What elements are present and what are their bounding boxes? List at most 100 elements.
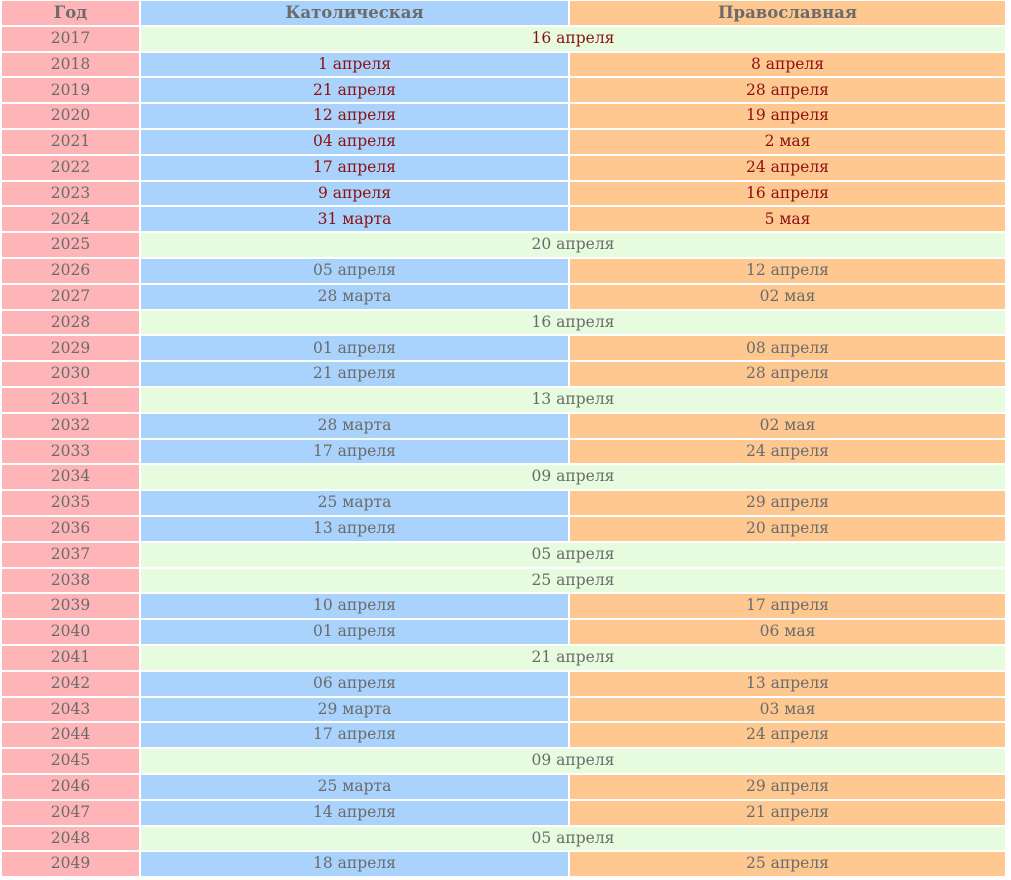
orthodox-date-cell: 2 мая — [570, 129, 1005, 154]
catholic-date-cell: 06 апреля — [141, 671, 568, 696]
year-cell: 2029 — [2, 336, 139, 361]
table-row: 2031 13 апреля — [2, 387, 1005, 412]
catholic-date-cell: 10 апреля — [141, 594, 568, 619]
catholic-date-cell: 05 апреля — [141, 258, 568, 283]
year-cell: 2042 — [2, 671, 139, 696]
year-cell: 2023 — [2, 181, 139, 206]
orthodox-date-cell: 17 апреля — [570, 594, 1005, 619]
catholic-date-cell: 29 марта — [141, 697, 568, 722]
header-orthodox: Православная — [570, 1, 1005, 25]
year-cell: 2018 — [2, 52, 139, 77]
table-row: 2030 21 апреля 28 апреля — [2, 362, 1005, 386]
year-cell: 2043 — [2, 697, 139, 722]
table-row: 2025 20 апреля — [2, 233, 1005, 257]
catholic-date-cell: 28 марта — [141, 413, 568, 438]
table-row: 2045 09 апреля — [2, 749, 1005, 773]
year-cell: 2034 — [2, 465, 139, 490]
table-row: 2037 05 апреля — [2, 542, 1005, 567]
catholic-date-cell: 01 апреля — [141, 620, 568, 644]
table-row: 2021 04 апреля 2 мая — [2, 129, 1005, 154]
year-cell: 2040 — [2, 620, 139, 644]
shared-easter-date-cell: 09 апреля — [141, 465, 1005, 490]
table-row: 2038 25 апреля — [2, 568, 1005, 593]
catholic-date-cell: 12 апреля — [141, 104, 568, 128]
table-row: 2023 9 апреля 16 апреля — [2, 181, 1005, 206]
year-cell: 2024 — [2, 207, 139, 232]
table-row: 2044 17 апреля 24 апреля — [2, 723, 1005, 748]
catholic-date-cell: 9 апреля — [141, 181, 568, 206]
orthodox-date-cell: 13 апреля — [570, 671, 1005, 696]
table-row: 2048 05 апреля — [2, 826, 1005, 851]
table-row: 2020 12 апреля 19 апреля — [2, 104, 1005, 128]
table-row: 2024 31 марта 5 мая — [2, 207, 1005, 232]
shared-easter-date-cell: 20 апреля — [141, 233, 1005, 257]
table-row: 2028 16 апреля — [2, 310, 1005, 335]
orthodox-date-cell: 02 мая — [570, 413, 1005, 438]
table-row: 2022 17 апреля 24 апреля — [2, 155, 1005, 180]
catholic-date-cell: 28 марта — [141, 284, 568, 309]
orthodox-date-cell: 29 апреля — [570, 491, 1005, 515]
orthodox-date-cell: 02 мая — [570, 284, 1005, 309]
year-cell: 2022 — [2, 155, 139, 180]
year-cell: 2032 — [2, 413, 139, 438]
year-cell: 2030 — [2, 362, 139, 386]
table-row: 2032 28 марта 02 мая — [2, 413, 1005, 438]
catholic-date-cell: 01 апреля — [141, 336, 568, 361]
orthodox-date-cell: 03 мая — [570, 697, 1005, 722]
year-cell: 2044 — [2, 723, 139, 748]
orthodox-date-cell: 24 апреля — [570, 723, 1005, 748]
table-row: 2029 01 апреля 08 апреля — [2, 336, 1005, 361]
catholic-date-cell: 13 апреля — [141, 516, 568, 541]
table-row: 2034 09 апреля — [2, 465, 1005, 490]
year-cell: 2026 — [2, 258, 139, 283]
table-row: 2026 05 апреля 12 апреля — [2, 258, 1005, 283]
year-cell: 2049 — [2, 852, 139, 877]
catholic-date-cell: 1 апреля — [141, 52, 568, 77]
orthodox-date-cell: 21 апреля — [570, 800, 1005, 825]
shared-easter-date-cell: 25 апреля — [141, 568, 1005, 593]
year-cell: 2025 — [2, 233, 139, 257]
table-row: 2036 13 апреля 20 апреля — [2, 516, 1005, 541]
shared-easter-date-cell: 09 апреля — [141, 749, 1005, 773]
orthodox-date-cell: 12 апреля — [570, 258, 1005, 283]
shared-easter-date-cell: 16 апреля — [141, 26, 1005, 51]
orthodox-date-cell: 28 апреля — [570, 78, 1005, 103]
orthodox-date-cell: 28 апреля — [570, 362, 1005, 386]
catholic-date-cell: 21 апреля — [141, 78, 568, 103]
catholic-date-cell: 25 марта — [141, 491, 568, 515]
year-cell: 2046 — [2, 774, 139, 799]
catholic-date-cell: 25 марта — [141, 774, 568, 799]
orthodox-date-cell: 06 мая — [570, 620, 1005, 644]
catholic-date-cell: 04 апреля — [141, 129, 568, 154]
header-year: Год — [2, 1, 139, 25]
year-cell: 2019 — [2, 78, 139, 103]
table-row: 2041 21 апреля — [2, 645, 1005, 670]
table-row: 2018 1 апреля 8 апреля — [2, 52, 1005, 77]
table-row: 2019 21 апреля 28 апреля — [2, 78, 1005, 103]
catholic-date-cell: 17 апреля — [141, 723, 568, 748]
table-row: 2033 17 апреля 24 апреля — [2, 439, 1005, 464]
shared-easter-date-cell: 05 апреля — [141, 542, 1005, 567]
shared-easter-date-cell: 13 апреля — [141, 387, 1005, 412]
table-body: 2017 16 апреля 2018 1 апреля 8 апреля 2019 21 … — [2, 26, 1005, 877]
year-cell: 2031 — [2, 387, 139, 412]
year-cell: 2036 — [2, 516, 139, 541]
orthodox-date-cell: 20 апреля — [570, 516, 1005, 541]
table-row: 2047 14 апреля 21 апреля — [2, 800, 1005, 825]
orthodox-date-cell: 29 апреля — [570, 774, 1005, 799]
catholic-date-cell: 17 апреля — [141, 155, 568, 180]
table-row: 2049 18 апреля 25 апреля — [2, 852, 1005, 877]
year-cell: 2017 — [2, 26, 139, 51]
year-cell: 2028 — [2, 310, 139, 335]
shared-easter-date-cell: 21 апреля — [141, 645, 1005, 670]
orthodox-date-cell: 8 апреля — [570, 52, 1005, 77]
orthodox-date-cell: 5 мая — [570, 207, 1005, 232]
year-cell: 2047 — [2, 800, 139, 825]
catholic-date-cell: 18 апреля — [141, 852, 568, 877]
year-cell: 2033 — [2, 439, 139, 464]
catholic-date-cell: 31 марта — [141, 207, 568, 232]
table-header: Год Католическая Православная — [2, 1, 1005, 25]
catholic-date-cell: 17 апреля — [141, 439, 568, 464]
year-cell: 2035 — [2, 491, 139, 515]
